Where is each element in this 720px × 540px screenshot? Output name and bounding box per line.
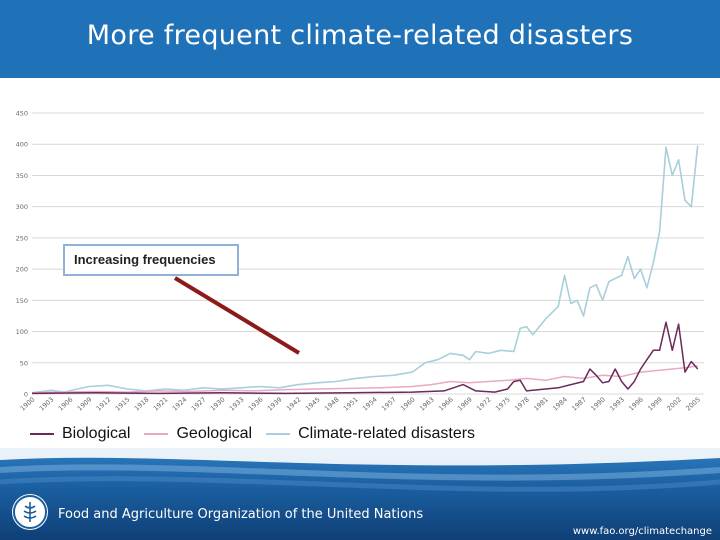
x-tick-label: 1975: [494, 396, 512, 413]
y-tick-label: 250: [16, 234, 28, 242]
legend-item-biological: Biological: [30, 425, 130, 443]
annotation-arrow: [173, 276, 301, 355]
series-line-geological: [31, 365, 698, 394]
legend-item-climate: Climate-related disasters: [266, 425, 475, 443]
x-tick-label: 1912: [95, 396, 113, 413]
x-tick-label: 1963: [418, 396, 436, 413]
x-tick-label: 1936: [247, 396, 265, 413]
series-layer: [31, 145, 699, 395]
legend-label-climate: Climate-related disasters: [298, 425, 476, 442]
chart-legend: Biological Geological Climate-related di…: [30, 424, 489, 444]
x-tick-label: 1918: [133, 396, 151, 413]
x-tick-label: 1996: [627, 396, 645, 413]
y-tick-label: 150: [16, 297, 28, 305]
x-tick-label: 1972: [475, 396, 493, 413]
x-tick-label: 1969: [456, 396, 474, 413]
x-tick-label: 1906: [57, 396, 75, 413]
x-tick-label: 1927: [190, 396, 208, 413]
x-tick-label: 1960: [399, 396, 417, 413]
x-tick-label: 1930: [209, 396, 227, 413]
y-tick-label: 300: [16, 203, 28, 211]
x-tick-label: 1945: [304, 396, 322, 413]
x-tick-label: 2002: [665, 396, 683, 413]
footer-wave-decoration: [0, 448, 720, 492]
x-tick-label: 1954: [361, 396, 379, 413]
slide-title: More frequent climate-related disasters: [86, 20, 634, 51]
x-tick-label: 1987: [570, 396, 588, 413]
x-tick-label: 1978: [513, 396, 531, 413]
annotation-arrow-layer: [173, 276, 301, 355]
x-tick-label: 1990: [589, 396, 607, 413]
x-tick-label: 2005: [684, 396, 702, 413]
fao-logo-icon: [12, 494, 48, 530]
y-tick-label: 100: [16, 328, 28, 336]
x-tick-label: 1939: [266, 396, 284, 413]
annotation-callout: Increasing frequencies: [63, 244, 239, 276]
footer-url: www.fao.org/climatechange: [572, 526, 712, 537]
x-tick-label: 1900: [19, 396, 37, 413]
x-tick-label: 1966: [437, 396, 455, 413]
footer-banner: Food and Agriculture Organization of the…: [0, 448, 720, 540]
x-tick-label: 1951: [342, 396, 360, 413]
series-line-climate-related-disasters: [31, 145, 699, 394]
y-tick-label: 50: [20, 359, 28, 367]
grid-layer: [32, 112, 704, 395]
y-tick-label: 0: [24, 391, 28, 399]
x-tick-label: 1942: [285, 396, 303, 413]
x-tick-label: 1924: [171, 396, 189, 413]
fao-logo-graphic: [13, 495, 47, 529]
legend-label-biological: Biological: [62, 425, 131, 442]
x-tick-label: 1948: [323, 396, 341, 413]
series-line-biological: [31, 321, 699, 395]
x-tick-label: 1957: [380, 396, 398, 413]
x-tick-label: 1999: [646, 396, 664, 413]
y-tick-label: 350: [16, 172, 28, 180]
legend-swatch-geological: [144, 433, 169, 435]
x-tick-label: 1984: [551, 396, 569, 413]
x-tick-label: 1933: [228, 396, 246, 413]
legend-swatch-climate: [266, 433, 291, 435]
legend-swatch-biological: [30, 433, 54, 435]
x-tick-label: 1909: [76, 396, 94, 413]
x-tick-label: 1903: [38, 396, 56, 413]
x-tick-label: 1915: [114, 396, 132, 413]
legend-item-geological: Geological: [144, 425, 252, 443]
y-tick-label: 400: [16, 141, 28, 149]
y-tick-label: 450: [16, 110, 28, 118]
organization-name: Food and Agriculture Organization of the…: [58, 507, 424, 522]
title-bar: More frequent climate-related disasters: [0, 0, 720, 78]
y-tick-label: 200: [16, 266, 28, 274]
x-tick-label: 1921: [152, 396, 170, 413]
x-tick-label: 1993: [608, 396, 626, 413]
x-tick-label: 1981: [532, 396, 550, 413]
legend-label-geological: Geological: [176, 425, 253, 442]
